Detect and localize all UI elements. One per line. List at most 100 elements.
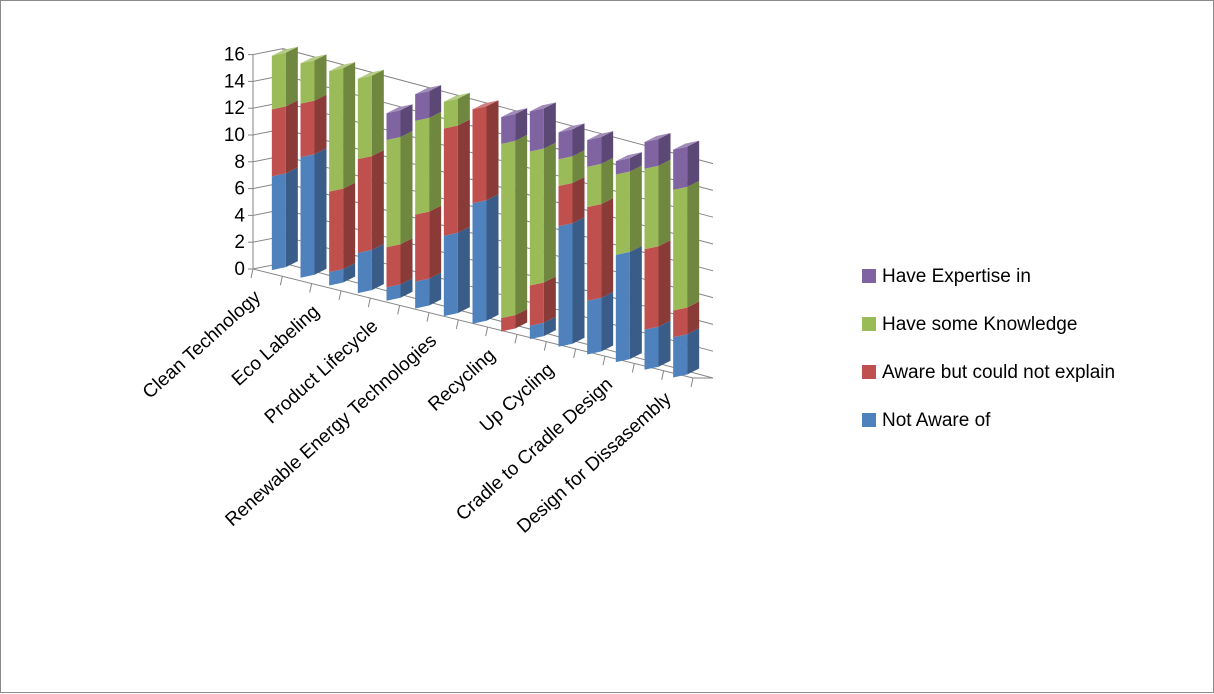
bar-front-face — [271, 173, 286, 271]
bar-segment — [673, 301, 700, 338]
bar-front-face — [386, 137, 401, 248]
x-tick-label: Design for Dissasembly — [513, 388, 676, 537]
bar-front-face — [587, 297, 602, 355]
bar-front-face — [673, 307, 688, 338]
bar-segment — [529, 102, 556, 152]
x-tick-mark — [338, 290, 342, 300]
y-tick-label: 4 — [234, 205, 245, 226]
bar-front-face — [329, 188, 344, 273]
bar-side-face — [429, 85, 442, 118]
back-gridline — [282, 262, 714, 379]
legend-label: Aware but could not explain — [882, 362, 1115, 383]
bar-segment — [415, 111, 442, 215]
bar-front-face — [529, 322, 544, 340]
bar-front-face — [644, 326, 659, 370]
bar-segment — [615, 165, 642, 255]
bar-front-face — [673, 146, 688, 190]
bar-segment — [300, 94, 327, 158]
bar-front-face — [529, 108, 544, 152]
bar-side-face — [515, 134, 528, 316]
bar-front-face — [644, 246, 659, 330]
bar-segment — [357, 69, 384, 160]
bar-side-face — [457, 92, 470, 126]
bar-segment — [300, 54, 327, 104]
bar-front-face — [558, 156, 573, 186]
bar-front-face — [357, 75, 372, 160]
bar-front-face — [472, 106, 487, 204]
bar-front-face — [415, 117, 430, 215]
x-tick-mark — [602, 356, 606, 366]
bar-segment — [558, 177, 585, 227]
bar-segment — [329, 62, 356, 192]
x-tick-mark — [485, 327, 489, 337]
bar-top-cap — [558, 123, 585, 133]
x-tick-label: Recycling — [424, 345, 499, 416]
bar-segment — [271, 46, 298, 110]
y-tick-label: 6 — [234, 179, 245, 200]
bar-segment — [501, 108, 528, 144]
bar-side-face — [687, 301, 700, 335]
x-tick-mark — [367, 297, 371, 308]
bar-top-cap — [501, 108, 528, 118]
bar-segment — [529, 316, 556, 340]
bar-side-face — [658, 320, 671, 367]
y-tick-label: 8 — [234, 152, 245, 173]
bar-segment — [615, 152, 642, 175]
bar-front-face — [386, 284, 401, 301]
legend-swatch — [862, 413, 876, 427]
bar-segment — [529, 142, 556, 286]
legend-item: Not Aware of — [862, 410, 991, 431]
bar-segment — [673, 180, 700, 311]
bar-segment — [558, 217, 585, 347]
legend-label: Have Expertise in — [882, 266, 1031, 287]
x-tick-mark — [514, 334, 518, 344]
bar-top-cap — [329, 62, 356, 72]
bar-front-face — [615, 171, 630, 255]
bar-front-face — [415, 91, 430, 121]
bar-front-face — [558, 183, 573, 227]
x-tick-mark — [397, 305, 401, 315]
bar-side-face — [343, 62, 356, 189]
legend-swatch — [862, 269, 876, 283]
bar-segment — [587, 131, 614, 167]
bar-front-face — [357, 249, 372, 294]
bar-side-face — [543, 276, 556, 323]
bar-segment — [271, 100, 298, 177]
y-tick-label: 2 — [234, 232, 245, 253]
bar-side-face — [601, 291, 614, 352]
bar-segment — [415, 272, 442, 309]
bar-front-face — [644, 165, 659, 250]
bar-side-face — [572, 123, 585, 157]
bars — [271, 46, 700, 378]
bar-front-face — [443, 125, 458, 236]
bar-segment — [587, 198, 614, 301]
bar-side-face — [486, 194, 499, 321]
bar-segment — [529, 276, 556, 326]
bar-side-face — [457, 226, 470, 314]
bar-front-face — [615, 158, 630, 175]
bar-segment — [357, 243, 384, 294]
bar-side-face — [601, 131, 614, 164]
side-gridline — [252, 48, 284, 56]
legend: Have Expertise in Have some Knowledge Awar… — [862, 266, 1115, 431]
bar-side-face — [371, 150, 384, 250]
bar-front-face — [501, 114, 516, 144]
x-tick-mark — [309, 283, 313, 293]
legend-item: Have Expertise in — [862, 266, 1031, 287]
bar-side-face — [601, 157, 614, 205]
bar-segment — [472, 100, 499, 204]
bar-top-cap — [386, 104, 413, 114]
bar-side-face — [572, 177, 585, 224]
bar-segment — [386, 278, 413, 301]
bar-side-face — [285, 46, 298, 107]
bar-top-cap — [587, 131, 614, 141]
bar-top-cap — [673, 140, 700, 150]
bar-segment — [386, 238, 413, 288]
bar-segment — [644, 320, 671, 370]
bar-side-face — [687, 180, 700, 308]
bar-side-face — [572, 150, 585, 183]
bar-side-face — [400, 238, 413, 285]
bar-side-face — [429, 272, 442, 306]
bar-side-face — [486, 100, 499, 201]
